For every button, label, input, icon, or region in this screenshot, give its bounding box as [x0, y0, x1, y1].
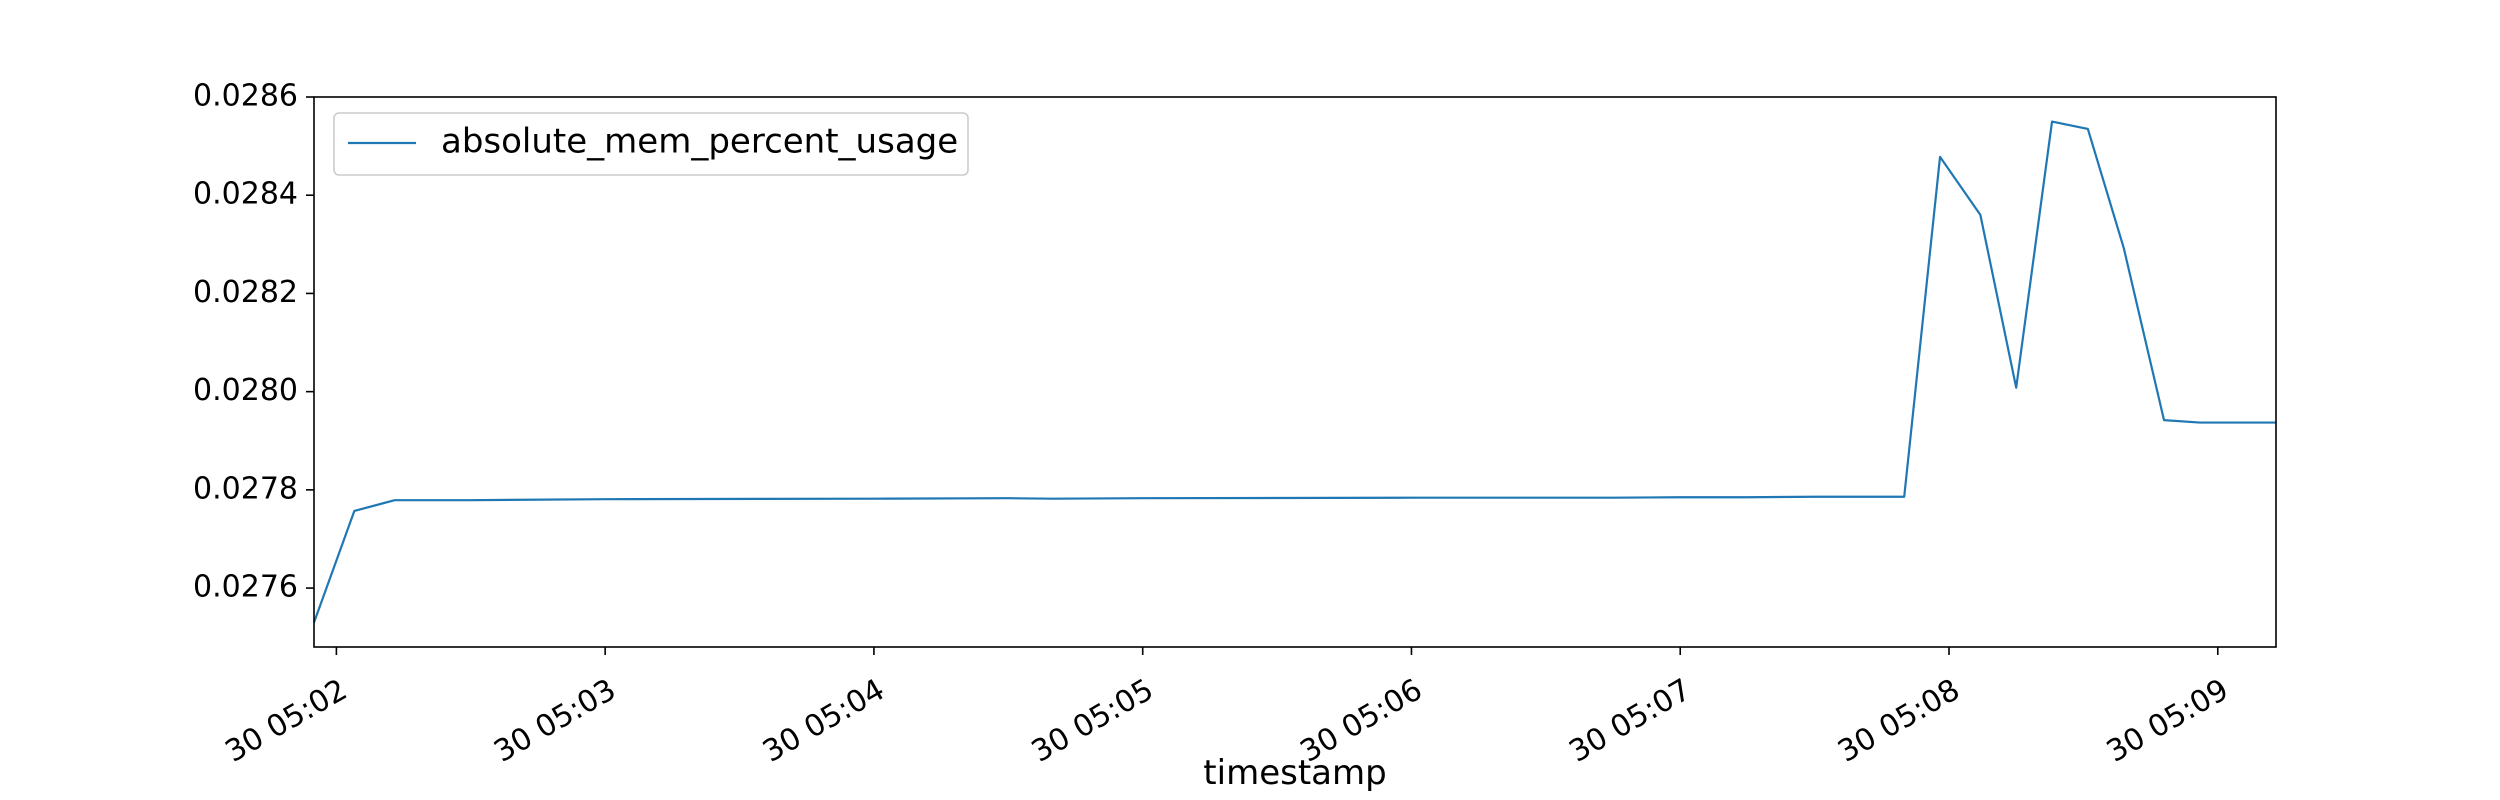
legend-box — [333, 112, 969, 176]
x-tick-label: 30 05:04 — [757, 672, 891, 769]
plot-frame — [313, 96, 2277, 648]
legend: absolute_mem_percent_usage — [333, 112, 969, 176]
y-axis: 0.0276 0.0278 0.0280 0.0282 0.0284 0.0286 — [193, 79, 314, 605]
x-tick-label: 30 05:08 — [1832, 672, 1966, 769]
x-tick-label: 30 05:02 — [219, 672, 353, 769]
y-tick-label: 0.0276 — [193, 570, 298, 605]
y-tick-label: 0.0284 — [193, 177, 298, 212]
x-tick-label: 30 05:07 — [1563, 672, 1697, 769]
plot-background — [314, 97, 2276, 647]
x-tick-label: 30 05:03 — [488, 672, 622, 769]
y-tick-label: 0.0286 — [193, 79, 298, 114]
y-tick-label: 0.0282 — [193, 275, 298, 310]
x-axis: 30 05:02 30 05:03 30 05:04 30 05:05 30 05:06… — [219, 647, 2235, 770]
series-layer — [312, 120, 2276, 623]
x-tick-label: 30 05:05 — [1026, 672, 1160, 769]
x-axis-label: timestamp — [1203, 753, 1386, 793]
series-line-0 — [312, 120, 2276, 623]
y-tick-label: 0.0278 — [193, 471, 298, 506]
legend-label: absolute_mem_percent_usage — [441, 122, 958, 162]
y-tick-label: 0.0280 — [193, 373, 298, 408]
x-tick-label: 30 05:09 — [2101, 672, 2235, 769]
